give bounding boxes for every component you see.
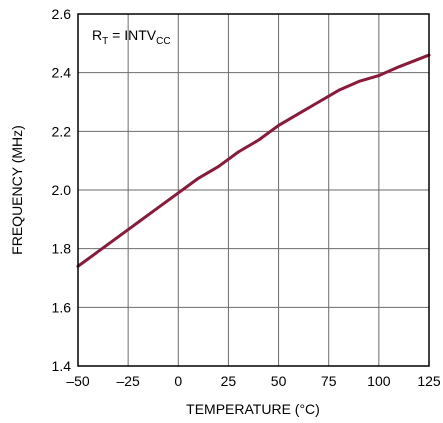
x-tick-label: 100 <box>367 373 391 389</box>
chart-series-group <box>76 53 431 268</box>
x-tick-label: –50 <box>66 373 90 389</box>
y-tick-label: 1.8 <box>52 241 72 257</box>
plot-frame <box>77 13 430 367</box>
y-tick-labels: 1.4 1.6 1.8 2.0 2.2 2.4 2.6 <box>52 6 72 374</box>
x-tick-label: 125 <box>417 373 441 389</box>
y-tick-label: 1.4 <box>52 358 72 374</box>
annotation-rt-intvcc: RT = INTVCC <box>92 27 171 47</box>
annotation-equals-intv: = INTV <box>108 27 157 43</box>
series-line <box>76 53 431 268</box>
y-tick-label: 2.0 <box>52 182 72 198</box>
x-tick-label: –25 <box>116 373 140 389</box>
annotation-r-subscript: T <box>102 36 108 47</box>
y-axis-title: FREQUENCY (MHz) <box>9 125 25 255</box>
x-tick-label: 50 <box>271 373 287 389</box>
annotation-cc-subscript: CC <box>156 36 170 47</box>
x-axis-title: TEMPERATURE (°C) <box>186 401 320 417</box>
y-tick-label: 1.6 <box>52 299 72 315</box>
x-tick-label: 0 <box>174 373 182 389</box>
y-tick-label: 2.6 <box>52 6 72 22</box>
x-tick-label: 75 <box>321 373 337 389</box>
annotation-r: R <box>92 27 102 43</box>
y-tick-label: 2.4 <box>52 65 72 81</box>
x-tick-label: 25 <box>221 373 237 389</box>
x-tick-labels: –50 –25 0 25 50 75 100 125 <box>66 373 441 389</box>
y-tick-label: 2.2 <box>52 123 72 139</box>
